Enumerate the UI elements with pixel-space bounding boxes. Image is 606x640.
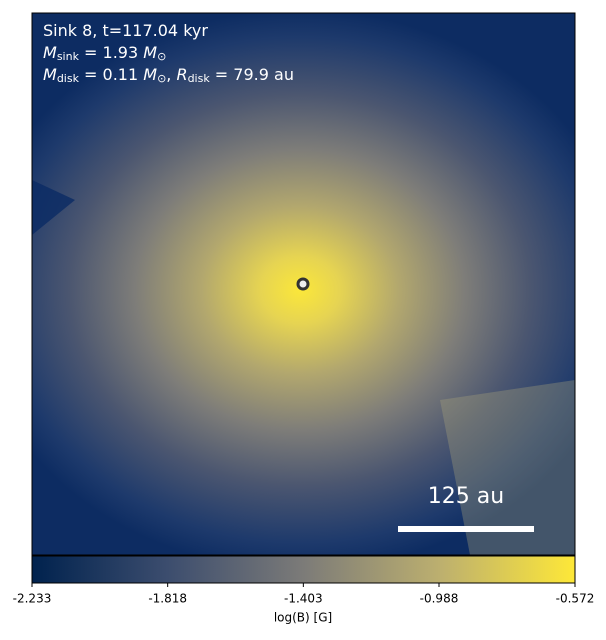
annotation-segment: = 1.93 xyxy=(79,43,143,62)
colorbar-tick-label: -2.233 xyxy=(13,592,52,606)
field-map-feature xyxy=(440,380,575,555)
scale-bar xyxy=(398,526,534,532)
annotation-segment: R xyxy=(176,65,187,84)
annotation-segment: , xyxy=(166,65,176,84)
annotation-segment: M xyxy=(143,65,157,84)
colorbar xyxy=(31,555,576,584)
sink-marker xyxy=(296,277,310,291)
scale-bar-label: 125 au xyxy=(428,484,504,509)
annotation-segment: = 0.11 xyxy=(79,65,143,84)
annotation-segment: ⊙ xyxy=(157,72,166,85)
annotation-segment: sink xyxy=(57,50,80,63)
colorbar-tick-label: -0.988 xyxy=(420,592,459,606)
annotation-segment: Sink 8, t=117.04 kyr xyxy=(43,21,208,40)
annotation-segment: = 79.9 au xyxy=(210,65,294,84)
annotation-segment: disk xyxy=(188,72,211,85)
colorbar-tick-label: -1.403 xyxy=(284,592,323,606)
colorbar-tick-label: -0.572 xyxy=(556,592,595,606)
annotation-line: Sink 8, t=117.04 kyr xyxy=(43,21,208,40)
axes-frame xyxy=(31,12,576,556)
annotation-segment: disk xyxy=(57,72,80,85)
field-map-feature xyxy=(32,180,75,235)
annotation-segment: M xyxy=(43,65,57,84)
annotation-line: Msink = 1.93 M⊙ xyxy=(43,43,166,64)
colorbar-tick-label: -1.818 xyxy=(148,592,187,606)
colorbar-axis: -2.233 -1.818 -1.403 -0.988 -0.572 xyxy=(13,583,595,606)
annotation-line: Mdisk = 0.11 M⊙, Rdisk = 79.9 au xyxy=(43,65,294,86)
colorbar-label: log(B) [G] xyxy=(274,611,332,625)
annotation-segment: M xyxy=(143,43,157,62)
annotation-segment: M xyxy=(43,43,57,62)
annotation-segment: ⊙ xyxy=(157,50,166,63)
